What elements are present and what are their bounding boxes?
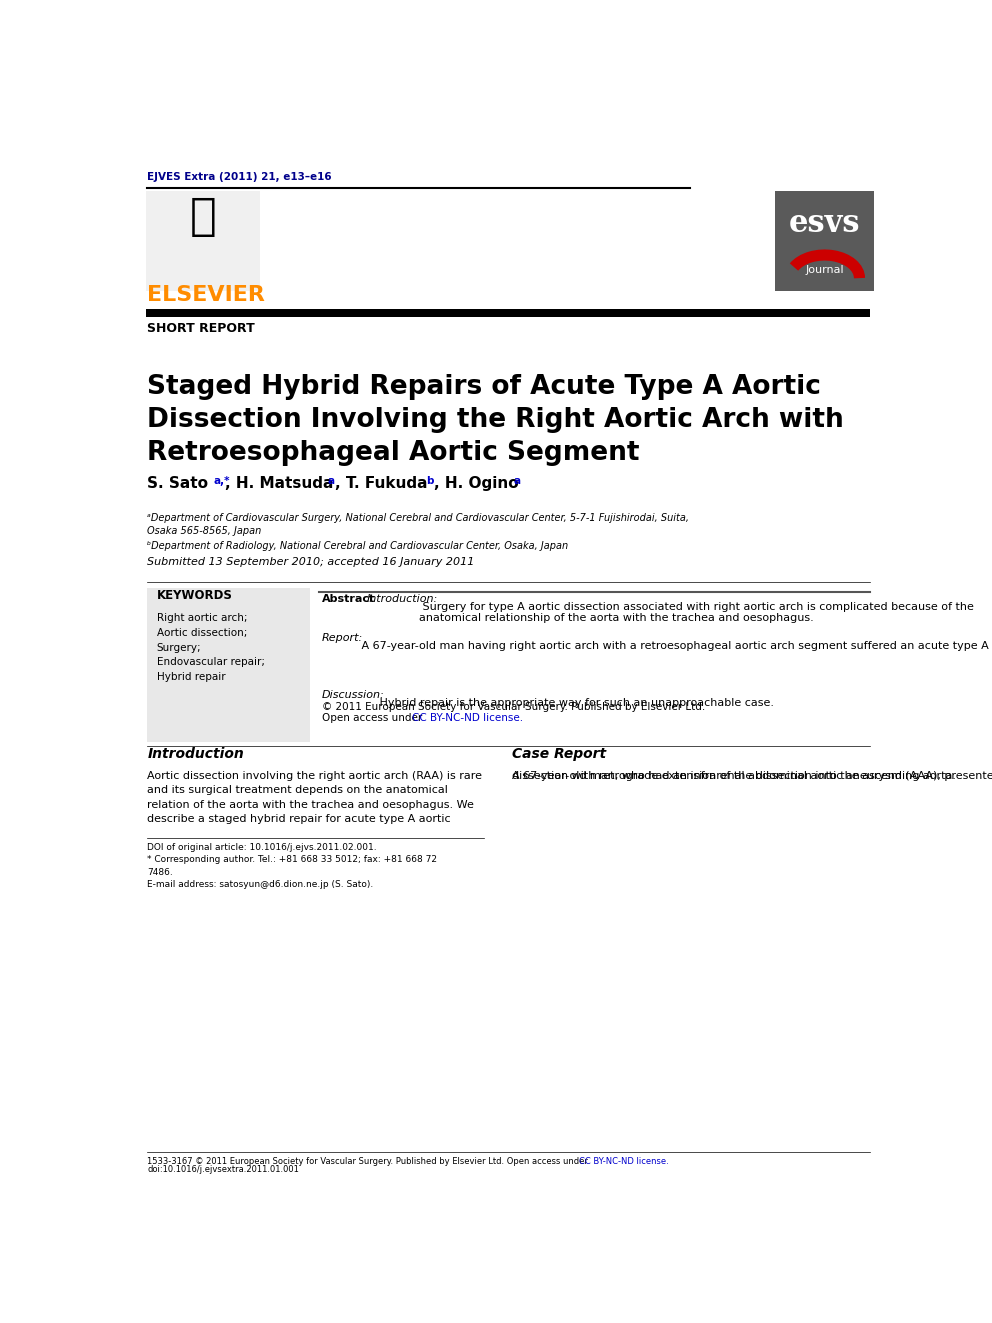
Text: Staged Hybrid Repairs of Acute Type A Aortic
Dissection Involving the Right Aort: Staged Hybrid Repairs of Acute Type A Ao… [147,374,844,467]
Text: EJVES Extra (2011) 21, e13–e16: EJVES Extra (2011) 21, e13–e16 [147,172,332,183]
Text: DOI of original article: 10.1016/j.ejvs.2011.02.001.
* Corresponding author. Tel: DOI of original article: 10.1016/j.ejvs.… [147,843,437,889]
Text: SHORT REPORT: SHORT REPORT [147,321,255,335]
Bar [775,191,874,291]
Text: , T. Fukuda: , T. Fukuda [335,476,428,491]
Text: CC BY-NC-ND license.: CC BY-NC-ND license. [413,713,524,722]
Bar [146,191,260,291]
Text: Introduction: Introduction [147,746,244,761]
Text: CC BY-NC-ND license.: CC BY-NC-ND license. [579,1156,669,1166]
Text: b: b [427,476,434,486]
Text: Hybrid repair is the appropriate way for such an unapproachable case.: Hybrid repair is the appropriate way for… [376,697,774,708]
Text: KEYWORDS: KEYWORDS [157,589,232,602]
Text: a: a [327,476,334,486]
Text: ELSEVIER: ELSEVIER [147,286,265,306]
Bar [147,589,310,742]
Text: a: a [514,476,521,486]
Text: Introduction:: Introduction: [367,594,437,603]
Text: dissection with retrograde extension of the dissection into the ascending aorta.: dissection with retrograde extension of … [512,771,955,781]
Text: A 67-year-old man, who had an infrarenal abdominal aortic aneurysm (AAA), presen: A 67-year-old man, who had an infrarenal… [512,771,992,781]
Text: Aortic dissection involving the right aortic arch (RAA) is rare
and its surgical: Aortic dissection involving the right ao… [147,771,482,824]
Text: S. Sato: S. Sato [147,476,208,491]
Text: Submitted 13 September 2010; accepted 16 January 2011: Submitted 13 September 2010; accepted 16… [147,557,474,566]
Text: Journal: Journal [806,265,844,275]
Text: ᵃDepartment of Cardiovascular Surgery, National Cerebral and Cardiovascular Cent: ᵃDepartment of Cardiovascular Surgery, N… [147,513,689,536]
Text: Case Report: Case Report [512,746,606,761]
Text: esvs: esvs [789,208,860,239]
Text: Abstract: Abstract [321,594,375,603]
Text: 🌳: 🌳 [189,194,216,238]
Text: 1533-3167 © 2011 European Society for Vascular Surgery. Published by Elsevier Lt: 1533-3167 © 2011 European Society for Va… [147,1156,591,1166]
Text: , H. Matsuda: , H. Matsuda [225,476,333,491]
Text: a,*: a,* [214,476,230,486]
Text: , H. Ogino: , H. Ogino [434,476,519,491]
Text: doi:10.1016/j.ejvsextra.2011.01.001: doi:10.1016/j.ejvsextra.2011.01.001 [147,1166,300,1174]
Text: A 67-year-old man having right aortic arch with a retroesophageal aortic arch se: A 67-year-old man having right aortic ar… [358,640,992,651]
Text: Open access under: Open access under [321,713,426,722]
Text: Surgery for type A aortic dissection associated with right aortic arch is compli: Surgery for type A aortic dissection ass… [420,602,974,623]
Text: © 2011 European Society for Vascular Surgery. Published by Elsevier Ltd.: © 2011 European Society for Vascular Sur… [321,703,705,712]
Text: Right aortic arch;
Aortic dissection;
Surgery;
Endovascular repair;
Hybrid repai: Right aortic arch; Aortic dissection; Su… [157,613,265,683]
Text: ᵇDepartment of Radiology, National Cerebral and Cardiovascular Center, Osaka, Ja: ᵇDepartment of Radiology, National Cereb… [147,541,568,552]
Text: Report:: Report: [321,632,363,643]
Bar [146,308,870,316]
Text: Discussion:: Discussion: [321,689,384,700]
